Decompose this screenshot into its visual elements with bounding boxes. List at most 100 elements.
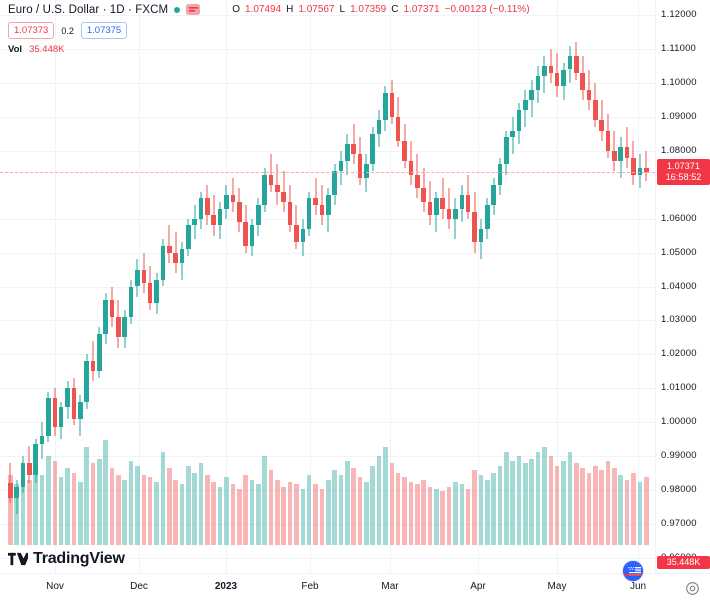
price-tick-label: 1.00000 — [661, 416, 697, 428]
price-axis[interactable]: 1.12000 1.11000 1.10000 1.09000 1.08000 1.060… — [655, 0, 710, 573]
volume-bar — [370, 465, 376, 545]
candlestick — [478, 0, 484, 573]
candle-body — [294, 225, 299, 243]
gridline-vertical — [310, 0, 311, 573]
volume-bar — [77, 482, 83, 545]
current-price-line — [0, 172, 655, 174]
volume-bar — [20, 465, 26, 545]
candle-body — [8, 483, 13, 499]
volume-bar — [491, 472, 496, 545]
candle-body — [497, 164, 503, 185]
candle-body — [84, 361, 89, 402]
volume-legend-row: Vol 35.448K — [8, 44, 530, 55]
candle-body — [427, 201, 433, 216]
candle-body — [192, 218, 197, 226]
volume-bar — [103, 440, 108, 545]
candlestick — [504, 0, 509, 573]
candle-body — [465, 194, 471, 212]
price-change: −0.00123 (−0.11%) — [444, 4, 530, 15]
candle-body — [103, 300, 108, 334]
volume-bar — [332, 470, 337, 545]
volume-bar — [554, 465, 560, 545]
candle-body — [97, 333, 102, 372]
gridline-vertical — [557, 0, 558, 573]
symbol-title[interactable]: Euro / U.S. Dollar · 1D · FXCM — [8, 3, 169, 16]
candlestick — [236, 0, 242, 573]
candlestick — [357, 0, 363, 573]
candle-body — [65, 388, 70, 407]
candle-body — [395, 116, 401, 141]
current-price-tag[interactable]: 1.07371 16:58:52 — [657, 159, 710, 185]
time-tick-label: May — [547, 581, 567, 592]
candle-body — [643, 167, 649, 173]
open-value: 1.07494 — [244, 4, 282, 15]
candle-body — [523, 100, 528, 111]
candle-body — [491, 184, 496, 206]
volume-value-tag[interactable]: 35.448K — [657, 556, 710, 569]
gridline-horizontal — [0, 422, 655, 424]
candle-wick — [315, 178, 317, 216]
volume-bar — [33, 470, 38, 545]
volume-bar — [599, 470, 604, 545]
volume-bar — [287, 482, 293, 545]
price-tick-label: 1.05000 — [661, 246, 697, 258]
volume-bar — [52, 461, 58, 545]
volume-bar — [8, 475, 13, 545]
volume-bar — [402, 477, 407, 545]
chart-plot-area[interactable] — [0, 0, 655, 573]
volume-bar — [122, 479, 128, 545]
bid-price[interactable]: 1.07373 — [8, 22, 55, 39]
candlestick — [421, 0, 426, 573]
volume-bar — [275, 479, 280, 545]
candle-body — [599, 120, 604, 131]
candle-body — [535, 76, 541, 90]
price-tick-label: 1.08000 — [661, 144, 697, 156]
candlestick — [166, 0, 172, 573]
tradingview-logo[interactable]: TradingView — [8, 550, 125, 568]
volume-bar — [27, 479, 32, 545]
ask-price[interactable]: 1.07375 — [80, 22, 128, 39]
price-tick-label: 1.04000 — [661, 280, 697, 292]
volume-bar — [567, 451, 573, 545]
volume-bar — [516, 456, 522, 545]
candlestick — [97, 0, 102, 573]
volume-bar — [586, 472, 592, 545]
candle-body — [510, 130, 515, 138]
candle-body — [236, 201, 242, 223]
candlestick — [27, 0, 32, 573]
candle-wick — [213, 194, 215, 236]
candlestick — [90, 0, 96, 573]
candlestick — [147, 0, 153, 573]
volume-bar — [166, 468, 172, 545]
volume-label: Vol — [8, 44, 23, 55]
candle-body — [332, 171, 337, 195]
candle-body — [179, 249, 185, 263]
volume-bar — [128, 461, 134, 545]
candle-body — [58, 406, 64, 428]
volume-bar — [217, 486, 223, 545]
volume-bar — [186, 465, 191, 545]
candle-body — [612, 150, 617, 162]
candle-wick — [442, 178, 444, 219]
candlestick — [52, 0, 58, 573]
time-axis[interactable]: Nov Dec 2023 Feb Mar Apr May Jun — [0, 573, 710, 600]
gridline-horizontal — [0, 116, 655, 118]
candlestick — [440, 0, 445, 573]
volume-bar — [58, 477, 64, 545]
candlestick — [230, 0, 236, 573]
candlestick — [561, 0, 566, 573]
bar-chart-icon[interactable] — [186, 4, 201, 15]
candle-body — [516, 110, 522, 131]
candlestick — [268, 0, 274, 573]
close-label: C — [391, 4, 399, 15]
candlestick — [523, 0, 528, 573]
candlestick — [287, 0, 293, 573]
chart-settings-icon[interactable] — [685, 581, 700, 596]
candlestick — [529, 0, 535, 573]
candle-body — [459, 194, 465, 209]
price-tick-label: 0.97000 — [661, 517, 697, 529]
candlestick — [472, 0, 477, 573]
candlestick — [332, 0, 337, 573]
candlestick — [453, 0, 458, 573]
candlestick — [427, 0, 433, 573]
